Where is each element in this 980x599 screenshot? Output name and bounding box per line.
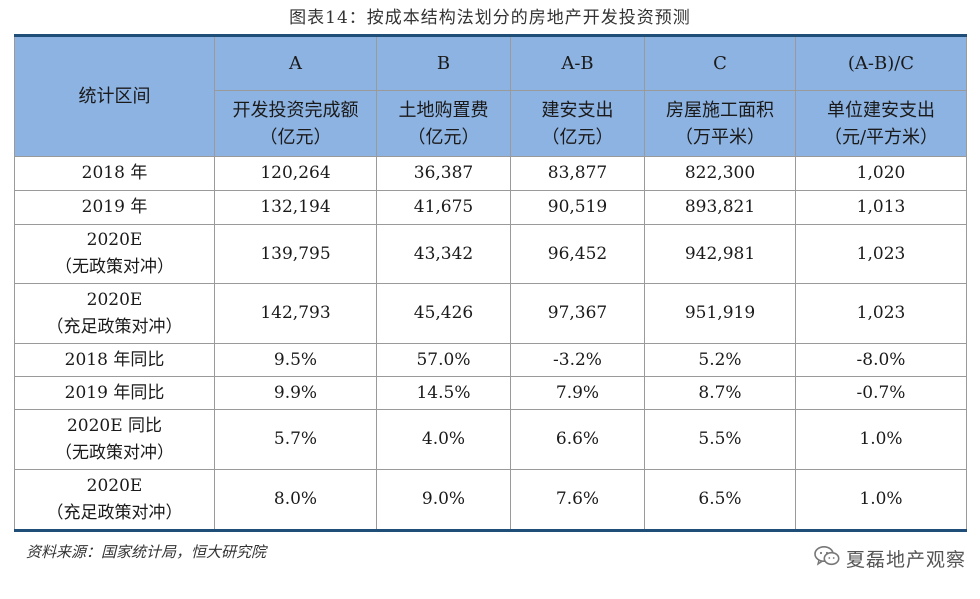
wechat-icon	[814, 545, 840, 572]
row-label: 2018 年	[14, 156, 215, 191]
table-cell: 8.7%	[644, 376, 796, 410]
row-label-line: 2020E 同比	[66, 415, 163, 436]
column-name: 建安支出	[541, 99, 614, 121]
table-cell: 132,194	[214, 190, 377, 225]
row-label-line: （无政策对冲）	[55, 257, 174, 277]
column-unit: （亿元）	[541, 126, 614, 148]
table-cell: 951,919	[644, 283, 796, 344]
table-cell: 1.0%	[795, 469, 967, 531]
table-row: 2018 年同比 9.5% 57.0% -3.2% 5.2% -8.0%	[14, 343, 967, 377]
table-cell: 36,387	[376, 156, 511, 191]
table-cell: 1,020	[795, 156, 967, 191]
column-name: 房屋施工面积	[666, 99, 774, 121]
table-cell: 7.6%	[510, 469, 645, 531]
column-name: 单位建安支出	[827, 99, 935, 121]
column-unit: （亿元）	[259, 126, 332, 148]
row-label: 2018 年同比	[14, 343, 215, 377]
header-name-row: 开发投资完成额 （亿元） 土地购置费 （亿元） 建安支出 （亿元） 房屋施工面积…	[15, 90, 967, 157]
column-code: A-B	[510, 35, 645, 91]
table-row: 2020E （充足政策对冲） 8.0% 9.0% 7.6% 6.5% 1.0%	[14, 469, 967, 531]
table-cell: 1.0%	[795, 409, 967, 470]
table-cell: 142,793	[214, 283, 377, 344]
column-code: A	[214, 35, 377, 91]
table-cell: 942,981	[644, 224, 796, 284]
table-cell: 9.9%	[214, 376, 377, 410]
column-code: B	[376, 35, 511, 91]
row-label: 2020E 同比 （无政策对冲）	[14, 409, 215, 470]
watermark-text: 夏磊地产观察	[845, 549, 966, 571]
column-header: 开发投资完成额 （亿元）	[214, 90, 377, 157]
row-label-line: （充足政策对冲）	[46, 316, 183, 337]
table-row: 2020E （无政策对冲） 139,795 43,342 96,452 942,…	[14, 224, 967, 284]
table-cell: 83,877	[510, 156, 645, 191]
table-cell: 97,367	[510, 283, 645, 344]
table-cell: 96,452	[510, 224, 645, 284]
column-unit: （万平米）	[675, 126, 765, 148]
investment-forecast-table: 统计区间 A B A-B C (A-B)/C 开发投资完成额 （亿元） 土地购置…	[14, 34, 967, 532]
row-label: 2020E （充足政策对冲）	[14, 469, 215, 531]
row-label: 2019 年同比	[14, 376, 215, 410]
table-row: 2020E （充足政策对冲） 142,793 45,426 97,367 951…	[14, 283, 967, 344]
table-row: 2019 年 132,194 41,675 90,519 893,821 1,0…	[14, 190, 967, 225]
table-row: 2020E 同比 （无政策对冲） 5.7% 4.0% 6.6% 5.5% 1.0…	[14, 409, 967, 470]
table-cell: 1,023	[795, 224, 967, 284]
row-label-line: （无政策对冲）	[55, 442, 174, 463]
table-cell: 822,300	[644, 156, 796, 191]
column-name: 土地购置费	[398, 99, 489, 121]
table-cell: 4.0%	[376, 409, 511, 470]
header-code-row: 统计区间 A B A-B C (A-B)/C	[14, 35, 967, 157]
column-header: 建安支出 （亿元）	[510, 90, 645, 157]
table-cell: 14.5%	[376, 376, 511, 410]
table-cell: 57.0%	[376, 343, 511, 377]
table-cell: 1,023	[795, 283, 967, 344]
table-cell: 893,821	[644, 190, 796, 225]
row-label-line: 2020E	[86, 475, 143, 496]
column-header: 房屋施工面积 （万平米）	[644, 90, 796, 157]
table-cell: 45,426	[376, 283, 511, 344]
table-cell: 7.9%	[510, 376, 645, 410]
table-row: 2019 年同比 9.9% 14.5% 7.9% 8.7% -0.7%	[14, 376, 967, 410]
table-cell: 90,519	[510, 190, 645, 225]
table-title: 图表14：按成本结构法划分的房地产开发投资预测	[289, 8, 691, 28]
row-label: 2020E （充足政策对冲）	[14, 283, 215, 344]
table-cell: 139,795	[214, 224, 377, 284]
table-cell: 6.6%	[510, 409, 645, 470]
column-header: 土地购置费 （亿元）	[376, 90, 511, 157]
table-cell: -8.0%	[795, 343, 967, 377]
table-cell: 41,675	[376, 190, 511, 225]
table-cell: 43,342	[376, 224, 511, 284]
source-note: 资料来源：国家统计局，恒大研究院	[26, 543, 267, 561]
table-cell: 9.5%	[214, 343, 377, 377]
row-label: 2020E （无政策对冲）	[14, 224, 215, 284]
table-row: 2018 年 120,264 36,387 83,877 822,300 1,0…	[14, 156, 967, 191]
row-label-line: （充足政策对冲）	[46, 502, 183, 523]
column-name: 开发投资完成额	[232, 99, 359, 121]
table-cell: 9.0%	[376, 469, 511, 531]
column-header: 单位建安支出 （元/平方米）	[795, 90, 967, 157]
column-unit: （元/平方米）	[823, 126, 939, 148]
table-cell: 5.7%	[214, 409, 377, 470]
table-cell: -0.7%	[795, 376, 967, 410]
column-unit: （亿元）	[407, 126, 480, 148]
watermark: 夏磊地产观察	[814, 545, 966, 572]
table-cell: 8.0%	[214, 469, 377, 531]
table-cell: 1,013	[795, 190, 967, 225]
wechat-icon-graphic	[814, 546, 840, 566]
row-label-header: 统计区间	[14, 35, 215, 157]
row-label-line: 2020E	[86, 289, 143, 310]
table-cell: 120,264	[214, 156, 377, 191]
column-code: C	[644, 35, 796, 91]
table-cell: 5.2%	[644, 343, 796, 377]
table-cell: 6.5%	[644, 469, 796, 531]
row-label: 2019 年	[14, 190, 215, 225]
column-code: (A-B)/C	[795, 35, 967, 91]
table-cell: -3.2%	[510, 343, 645, 377]
row-label-line: 2020E	[86, 230, 143, 250]
table-cell: 5.5%	[644, 409, 796, 470]
